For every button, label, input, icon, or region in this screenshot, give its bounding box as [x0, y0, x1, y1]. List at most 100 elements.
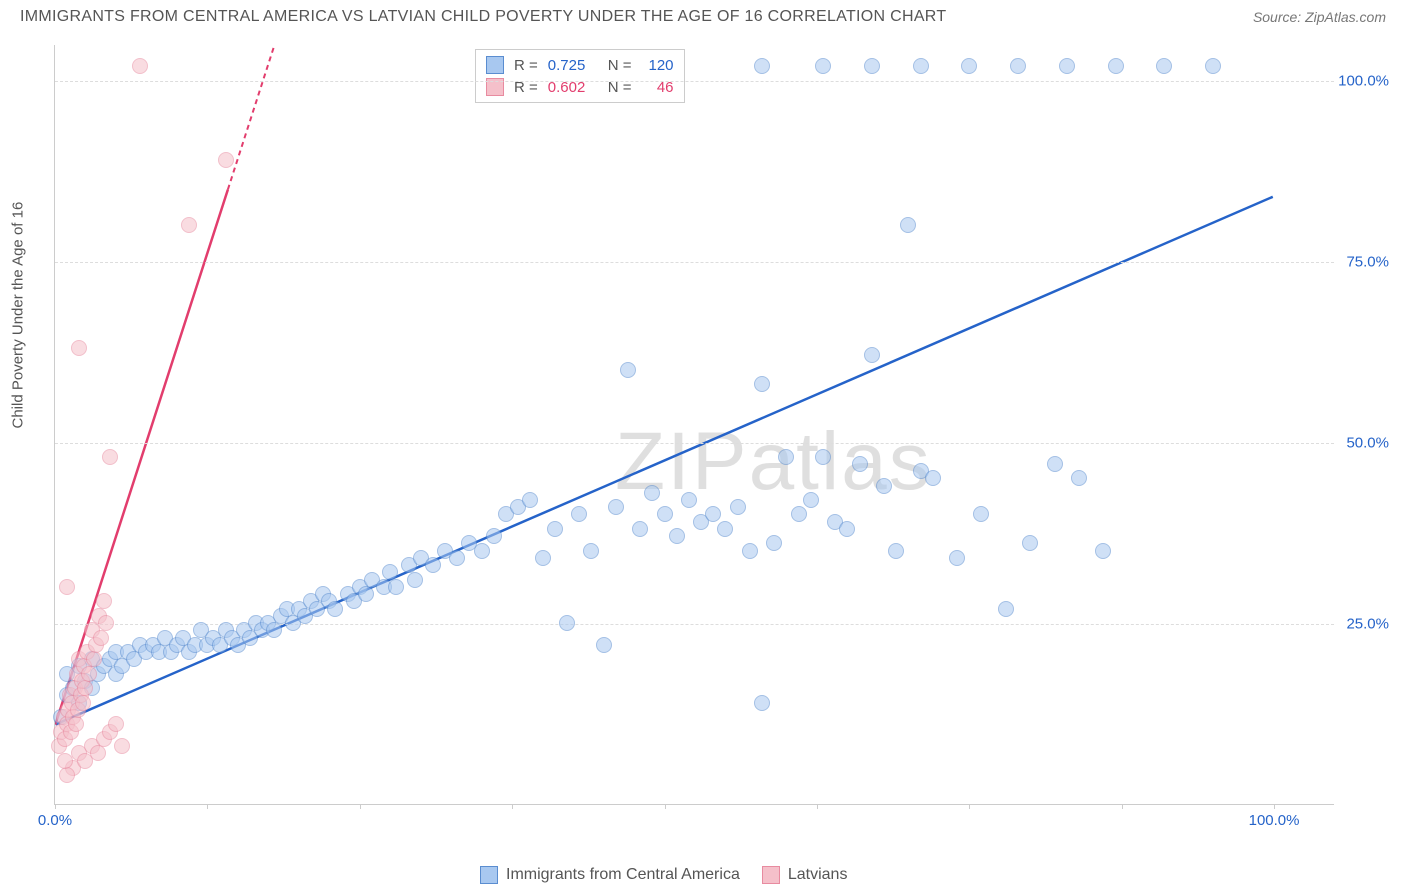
- legend-top-row: R =0.725N =120: [486, 54, 674, 76]
- legend-series-label: Immigrants from Central America: [506, 866, 740, 884]
- y-tick-label: 25.0%: [1346, 616, 1389, 633]
- legend-bottom-item: Latvians: [762, 866, 848, 884]
- gridline: [55, 81, 1334, 82]
- scatter-marker: [68, 716, 84, 732]
- x-tick-mark: [360, 804, 361, 809]
- scatter-marker: [1022, 535, 1038, 551]
- scatter-marker: [93, 630, 109, 646]
- legend-swatch: [762, 866, 780, 884]
- chart-container: ZIPatlas R =0.725N =120R =0.602N =46 25.…: [54, 45, 1392, 835]
- scatter-marker: [1010, 58, 1026, 74]
- scatter-marker: [547, 521, 563, 537]
- scatter-marker: [852, 456, 868, 472]
- scatter-marker: [754, 695, 770, 711]
- legend-top: R =0.725N =120R =0.602N =46: [475, 49, 685, 103]
- scatter-marker: [864, 347, 880, 363]
- scatter-marker: [1205, 58, 1221, 74]
- source-label: Source: ZipAtlas.com: [1253, 9, 1386, 25]
- scatter-marker: [132, 58, 148, 74]
- scatter-marker: [620, 362, 636, 378]
- scatter-marker: [815, 449, 831, 465]
- scatter-marker: [1095, 543, 1111, 559]
- scatter-marker: [803, 492, 819, 508]
- y-tick-label: 75.0%: [1346, 254, 1389, 271]
- scatter-marker: [71, 340, 87, 356]
- scatter-marker: [839, 521, 855, 537]
- scatter-marker: [669, 528, 685, 544]
- scatter-marker: [913, 58, 929, 74]
- scatter-marker: [644, 485, 660, 501]
- scatter-marker: [75, 695, 91, 711]
- scatter-marker: [705, 506, 721, 522]
- scatter-marker: [754, 376, 770, 392]
- scatter-marker: [102, 449, 118, 465]
- scatter-marker: [583, 543, 599, 559]
- legend-bottom-item: Immigrants from Central America: [480, 866, 740, 884]
- legend-bottom: Immigrants from Central America Latvians: [480, 866, 847, 884]
- x-tick-mark: [1122, 804, 1123, 809]
- scatter-marker: [81, 666, 97, 682]
- scatter-marker: [608, 499, 624, 515]
- scatter-marker: [681, 492, 697, 508]
- scatter-marker: [522, 492, 538, 508]
- scatter-marker: [961, 58, 977, 74]
- x-tick-mark: [1274, 804, 1275, 809]
- scatter-marker: [474, 543, 490, 559]
- scatter-marker: [876, 478, 892, 494]
- scatter-marker: [449, 550, 465, 566]
- scatter-marker: [59, 579, 75, 595]
- scatter-marker: [754, 58, 770, 74]
- scatter-marker: [815, 58, 831, 74]
- scatter-marker: [327, 601, 343, 617]
- y-axis-label: Child Poverty Under the Age of 16: [10, 202, 27, 429]
- y-tick-label: 50.0%: [1346, 435, 1389, 452]
- scatter-marker: [778, 449, 794, 465]
- plot-area: ZIPatlas R =0.725N =120R =0.602N =46 25.…: [54, 45, 1334, 805]
- scatter-marker: [77, 680, 93, 696]
- scatter-marker: [486, 528, 502, 544]
- scatter-marker: [57, 753, 73, 769]
- gridline: [55, 262, 1334, 263]
- x-tick-mark: [665, 804, 666, 809]
- scatter-marker: [90, 745, 106, 761]
- legend-series-label: Latvians: [788, 866, 848, 884]
- legend-top-row: R =0.602N =46: [486, 76, 674, 98]
- scatter-marker: [425, 557, 441, 573]
- regression-lines: [55, 45, 1334, 804]
- x-tick-mark: [969, 804, 970, 809]
- scatter-marker: [791, 506, 807, 522]
- scatter-marker: [266, 622, 282, 638]
- scatter-marker: [1108, 58, 1124, 74]
- scatter-marker: [717, 521, 733, 537]
- scatter-marker: [632, 521, 648, 537]
- scatter-marker: [59, 767, 75, 783]
- x-tick-mark: [207, 804, 208, 809]
- scatter-marker: [998, 601, 1014, 617]
- y-tick-label: 100.0%: [1338, 73, 1389, 90]
- x-tick-mark: [817, 804, 818, 809]
- watermark: ZIPatlas: [615, 415, 932, 509]
- scatter-marker: [900, 217, 916, 233]
- scatter-marker: [596, 637, 612, 653]
- scatter-marker: [742, 543, 758, 559]
- scatter-marker: [730, 499, 746, 515]
- scatter-marker: [181, 217, 197, 233]
- scatter-marker: [1047, 456, 1063, 472]
- scatter-marker: [1156, 58, 1172, 74]
- scatter-marker: [1059, 58, 1075, 74]
- scatter-marker: [535, 550, 551, 566]
- scatter-marker: [864, 58, 880, 74]
- scatter-marker: [1071, 470, 1087, 486]
- scatter-marker: [925, 470, 941, 486]
- scatter-marker: [766, 535, 782, 551]
- scatter-marker: [108, 716, 124, 732]
- scatter-marker: [973, 506, 989, 522]
- gridline: [55, 443, 1334, 444]
- scatter-marker: [949, 550, 965, 566]
- scatter-marker: [407, 572, 423, 588]
- legend-swatch: [486, 56, 504, 74]
- scatter-marker: [218, 152, 234, 168]
- scatter-marker: [96, 593, 112, 609]
- scatter-marker: [657, 506, 673, 522]
- legend-swatch: [480, 866, 498, 884]
